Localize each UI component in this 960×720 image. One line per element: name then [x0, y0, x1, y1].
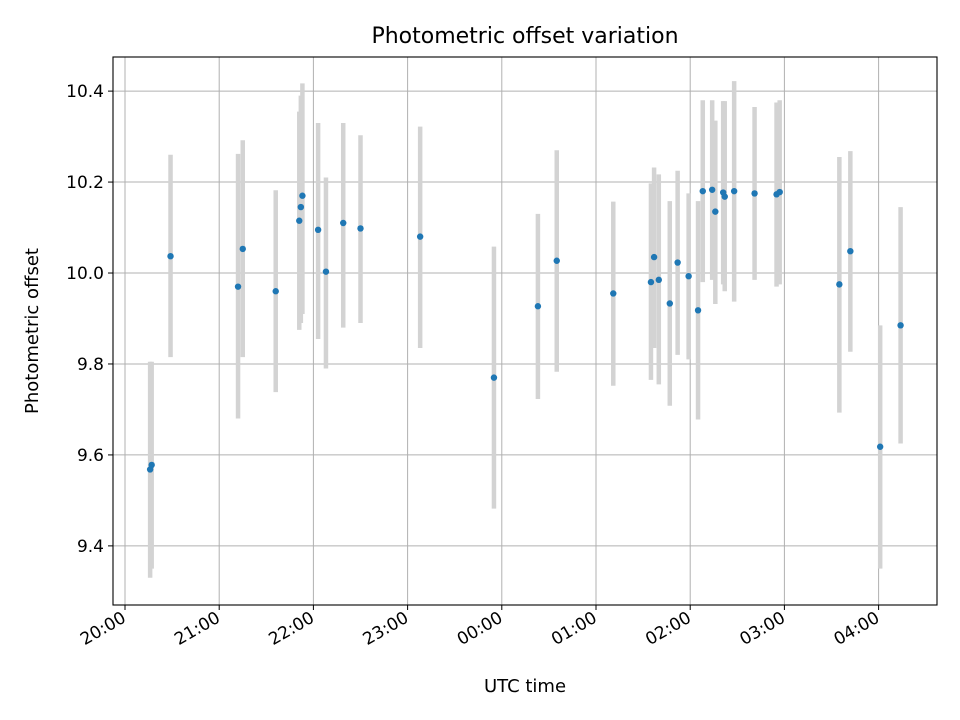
data-point [297, 203, 305, 211]
data-point [534, 303, 542, 310]
data-point [234, 283, 242, 290]
data-point [553, 257, 560, 264]
y-axis-label: Photometric offset [22, 248, 43, 414]
data-point [674, 259, 681, 266]
data-point [776, 188, 783, 196]
plot-area [113, 57, 937, 605]
data-point [721, 193, 728, 200]
data-point [340, 219, 347, 227]
data-point [694, 307, 702, 314]
data-point [876, 443, 884, 450]
x-axis-label: UTC time [484, 676, 566, 697]
data-point [296, 217, 303, 224]
chart-title: Photometric offset variation [371, 24, 678, 49]
data-point [847, 247, 854, 255]
data-point [239, 245, 246, 253]
y-axis-ticks: 9.4 9.6 9.8 10.0 10.2 10.4 [66, 82, 113, 557]
y-tick-label: 9.4 [77, 537, 104, 557]
data-point [836, 281, 843, 288]
data-point [416, 233, 424, 240]
y-tick-label: 9.6 [77, 446, 104, 466]
data-point [148, 461, 155, 469]
data-point [167, 252, 174, 260]
data-point [708, 186, 716, 193]
data-point [699, 187, 706, 195]
data-point [655, 276, 662, 284]
data-point [314, 226, 322, 234]
plot-frame [112, 56, 938, 606]
y-tick-label: 9.8 [77, 355, 104, 375]
data-point [751, 190, 758, 197]
data-point [730, 187, 738, 195]
data-point [272, 288, 279, 295]
data-point [650, 253, 658, 261]
y-tick-label: 10.2 [66, 173, 104, 193]
data-point [322, 268, 330, 275]
data-point [666, 300, 673, 307]
data-point [299, 192, 306, 199]
data-point [647, 278, 655, 286]
data-points [146, 186, 904, 473]
data-point [685, 273, 692, 280]
data-point [712, 208, 719, 215]
data-point [897, 322, 904, 329]
data-point [610, 290, 617, 297]
y-tick-label: 10.0 [66, 264, 104, 284]
data-point [490, 374, 498, 381]
y-tick-label: 10.4 [66, 82, 104, 102]
data-point [357, 225, 364, 232]
